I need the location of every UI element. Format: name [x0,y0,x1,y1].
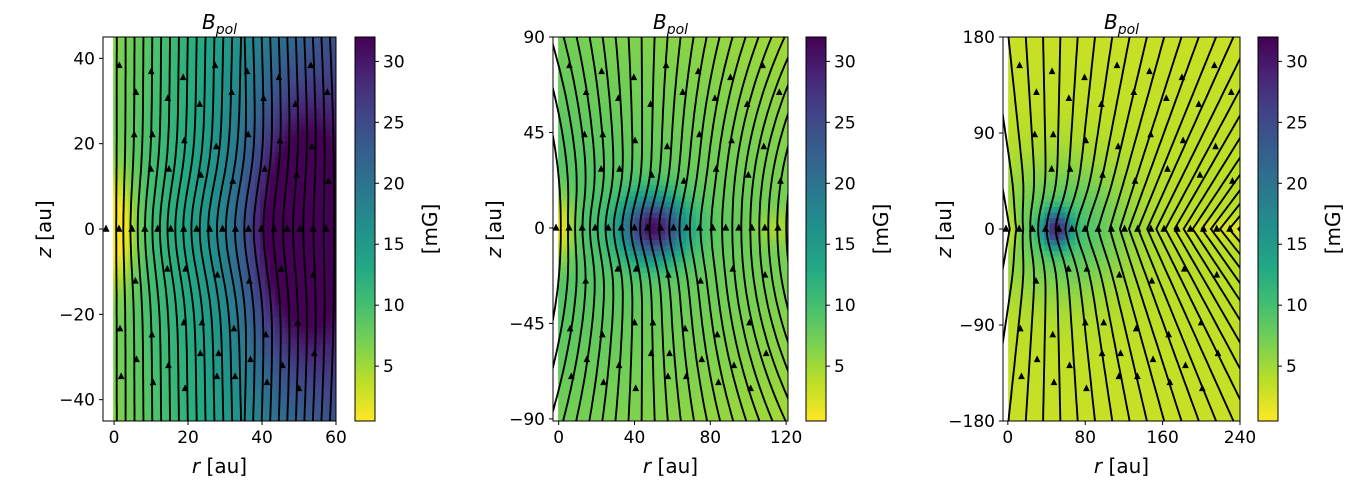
x-tick-label: 0 [1002,428,1013,448]
y-tick-label: 0 [534,219,545,239]
x-tick-label: 40 [624,428,646,448]
y-tick-label: −45 [509,314,545,334]
x-axis-label: r [au] [643,454,698,478]
colorbar-label: [mG] [1321,204,1345,255]
y-tick-label: 40 [73,49,95,69]
colorbar-tick-label: 30 [1286,52,1308,72]
y-tick-label: −90 [959,316,995,336]
colorbar-tick-label: 5 [1286,357,1297,377]
colorbar-tick-label: 25 [834,113,856,133]
x-tick-label: 0 [109,428,120,448]
colorbar [355,37,375,421]
chart-title: Bpol [653,10,688,38]
colorbar-tick-label: 30 [383,52,405,72]
y-tick-label: 0 [84,220,95,240]
colorbar-tick-label: 10 [834,296,856,316]
colorbar-tick-label: 25 [383,113,405,133]
chart-title: Bpol [202,10,237,38]
colorbar-tick-label: 10 [383,296,405,316]
y-axis-label: z [au] [32,200,56,258]
x-tick-label: 40 [251,428,273,448]
colorbar [806,37,826,421]
y-tick-label: 20 [73,135,95,155]
colorbar-tick-label: 15 [383,235,405,255]
colorbar-tick-label: 30 [834,52,856,72]
x-tick-label: 80 [1074,428,1096,448]
x-tick-label: 20 [177,428,199,448]
y-tick-label: 45 [523,123,545,143]
colorbar-tick-label: 5 [383,357,394,377]
colorbar-tick-label: 20 [834,174,856,194]
y-tick-label: 0 [984,220,995,240]
colorbar-tick-label: 25 [1286,113,1308,133]
x-tick-label: 80 [699,428,721,448]
panel-2: 0 40 80 120 −90 −45 0 45 90 Bpol r [au] z [au] 5 10 15… [482,10,893,478]
colorbar-tick-label: 10 [1286,296,1308,316]
x-tick-label: 160 [1146,428,1178,448]
panel-3: 0 80 160 240 −180 −90 0 90 180 Bpol r [au] z [au] 5 1… [932,10,1347,478]
y-tick-label: 90 [523,28,545,48]
colorbar-tick-label: 5 [834,357,845,377]
colorbar-tick-label: 20 [383,174,405,194]
y-tick-label: 90 [973,124,995,144]
y-axis-label: z [au] [482,200,506,258]
colorbar-label: [mG] [869,204,893,255]
x-tick-label: 60 [325,428,347,448]
y-tick-label: −180 [948,412,995,432]
colorbar-tick-label: 20 [1286,174,1308,194]
x-tick-label: 240 [1224,428,1256,448]
x-tick-label: 0 [553,428,564,448]
colorbar-label: [mG] [418,204,442,255]
colorbar [1258,37,1278,421]
panel-1: 0 20 40 60 −40 −20 0 20 40 Bpol r [au] z [au] 5 10 15 2… [32,10,442,478]
y-axis-label: z [au] [932,200,956,258]
y-tick-label: −20 [59,305,95,325]
x-tick-label: 120 [770,428,802,448]
colorbar-tick-label: 15 [834,235,856,255]
x-axis-label: r [au] [1094,454,1149,478]
y-tick-label: −90 [509,410,545,430]
chart-title: Bpol [1104,10,1139,38]
y-tick-label: −40 [59,391,95,411]
x-axis-label: r [au] [192,454,247,478]
y-tick-label: 180 [963,28,995,48]
colorbar-tick-label: 15 [1286,235,1308,255]
